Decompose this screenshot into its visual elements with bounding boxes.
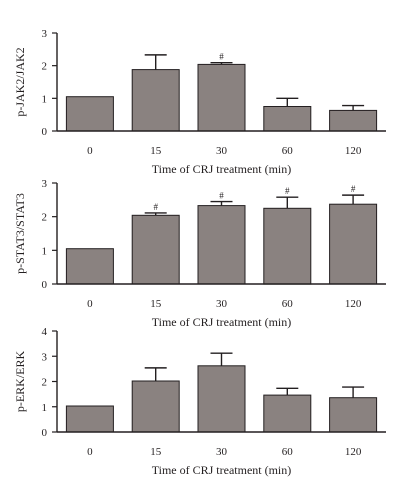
x-tick-label: 15 — [150, 446, 162, 458]
chart-panel-3: 0 15 30 60 120 0 1 2 3 4 Time of CRJ treatment (mi… — [13, 326, 386, 477]
y-tick-label: 4 — [42, 326, 48, 338]
significance-mark: # — [219, 191, 224, 201]
y-tick-label: 3 — [42, 351, 48, 363]
x-axis-title: Time of CRJ treatment (min) — [152, 162, 292, 176]
bar — [263, 394, 312, 433]
y-tick-label: 0 — [42, 279, 48, 291]
bar — [329, 109, 378, 132]
x-tick-label: 60 — [282, 446, 294, 458]
x-tick-label: 0 — [87, 298, 93, 310]
bar — [65, 96, 114, 132]
x-tick-label: 60 — [282, 145, 294, 157]
bar — [263, 106, 312, 132]
bar — [131, 380, 180, 433]
significance-mark: # — [219, 52, 224, 62]
y-tick-label: 0 — [42, 126, 48, 138]
bar — [65, 405, 114, 433]
bar — [329, 397, 378, 433]
y-tick-label: 3 — [42, 178, 48, 190]
x-axis-title: Time of CRJ treatment (min) — [152, 315, 292, 329]
y-axis-title: p-JAK2/JAK2 — [13, 47, 27, 116]
y-axis-title: p-ERK/ERK — [13, 351, 27, 413]
x-tick-label: 30 — [216, 446, 228, 458]
y-tick-label: 3 — [42, 28, 48, 40]
bar — [197, 63, 246, 132]
y-tick-label: 2 — [42, 377, 48, 389]
x-tick-label: 15 — [150, 145, 162, 157]
y-tick-label: 1 — [42, 93, 48, 105]
y-tick-label: 2 — [42, 212, 48, 224]
bar — [131, 214, 180, 285]
chart-panel-2: 0 #15 #30 #60 #120 0 1 2 3 Time of CRJ treatment … — [13, 178, 386, 329]
y-tick-label: 1 — [42, 402, 48, 414]
x-tick-label: 120 — [345, 145, 362, 157]
x-tick-label: 120 — [345, 298, 362, 310]
bar — [65, 248, 114, 285]
y-tick-label: 1 — [42, 245, 48, 257]
y-tick-label: 0 — [42, 427, 48, 439]
significance-mark: # — [351, 184, 356, 194]
x-tick-label: 15 — [150, 298, 162, 310]
x-tick-label: 30 — [216, 145, 228, 157]
x-axis-title: Time of CRJ treatment (min) — [152, 463, 292, 477]
y-tick-label: 2 — [42, 61, 48, 73]
bar — [197, 205, 246, 285]
x-tick-label: 30 — [216, 298, 228, 310]
significance-mark: # — [153, 202, 158, 212]
x-tick-label: 120 — [345, 446, 362, 458]
x-tick-label: 0 — [87, 145, 93, 157]
bar — [263, 207, 312, 285]
bar — [329, 203, 378, 285]
bar — [131, 69, 180, 132]
y-axis-title: p-STAT3/STAT3 — [13, 193, 27, 274]
x-tick-label: 0 — [87, 446, 93, 458]
x-tick-label: 60 — [282, 298, 294, 310]
bar — [197, 365, 246, 433]
significance-mark: # — [285, 186, 290, 196]
chart-panel-1: 0 15 #30 60 120 0 1 2 3 Time of CRJ treatment (mi… — [13, 28, 386, 176]
